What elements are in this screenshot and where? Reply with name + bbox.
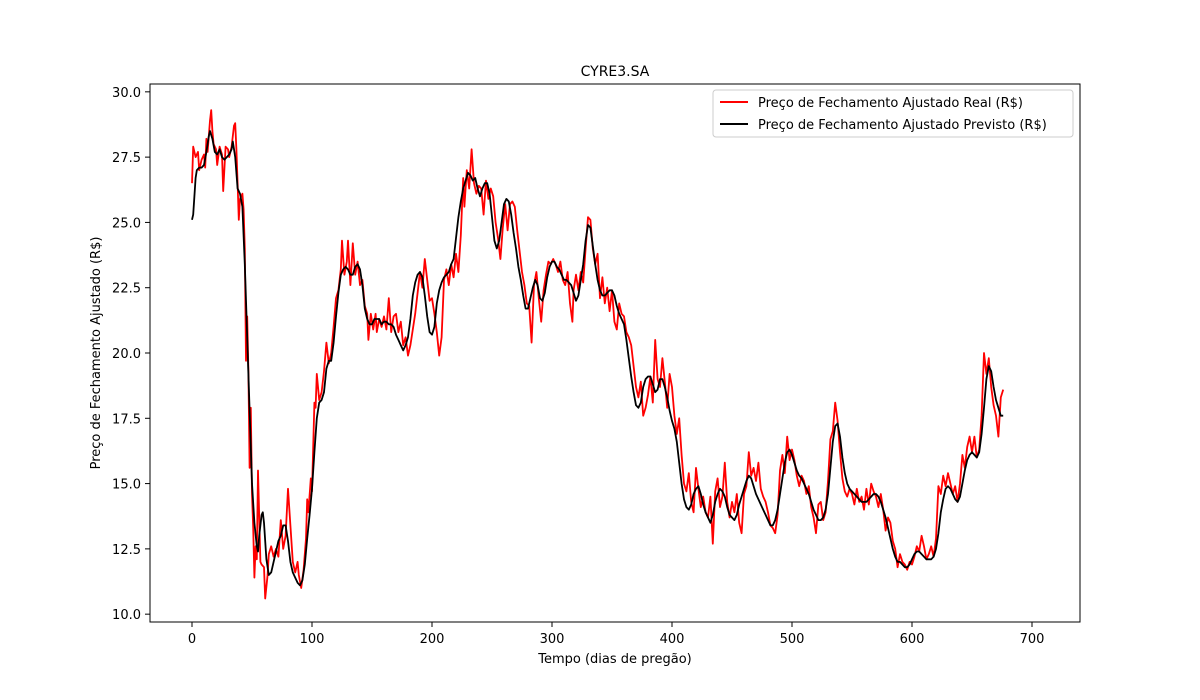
y-tick-label: 20.0	[112, 347, 141, 362]
y-axis: 10.0 12.5 15.0 17.5 20.0 22.5 25.0 27.5 30.0	[112, 86, 150, 623]
x-axis: 0 100 200 300 400 500 600 700	[188, 622, 1045, 647]
x-tick-label: 300	[540, 632, 565, 647]
plot-lines	[191, 109, 1005, 600]
chart-title: CYRE3.SA	[581, 64, 650, 80]
legend-box	[712, 89, 1074, 138]
y-tick-label: 10.0	[112, 608, 141, 623]
x-tick-label: 600	[900, 632, 925, 647]
series-line-real	[191, 109, 1005, 600]
legend: Preço de Fechamento Ajustado Real (R$) P…	[712, 89, 1074, 138]
x-tick-label: 100	[300, 632, 325, 647]
y-axis-label: Preço de Fechamento Ajustado (R$)	[89, 237, 104, 470]
x-tick-label: 500	[780, 632, 805, 647]
y-tick-label: 25.0	[112, 216, 141, 231]
y-tick-label: 17.5	[112, 412, 141, 427]
y-tick-label: 30.0	[112, 86, 141, 101]
y-tick-label: 22.5	[112, 282, 141, 297]
x-tick-label: 200	[420, 632, 445, 647]
legend-label-forecast: Preço de Fechamento Ajustado Previsto (R…	[758, 118, 1047, 133]
y-tick-label: 27.5	[112, 151, 141, 166]
legend-label-real: Preço de Fechamento Ajustado Real (R$)	[758, 96, 1023, 111]
series-line-forecast	[191, 130, 1004, 587]
y-tick-label: 12.5	[112, 543, 141, 558]
x-tick-label: 400	[660, 632, 685, 647]
x-tick-label: 0	[188, 632, 196, 647]
x-axis-label: Tempo (dias de pregão)	[537, 652, 691, 667]
x-tick-label: 700	[1020, 632, 1045, 647]
y-tick-label: 15.0	[112, 478, 141, 493]
